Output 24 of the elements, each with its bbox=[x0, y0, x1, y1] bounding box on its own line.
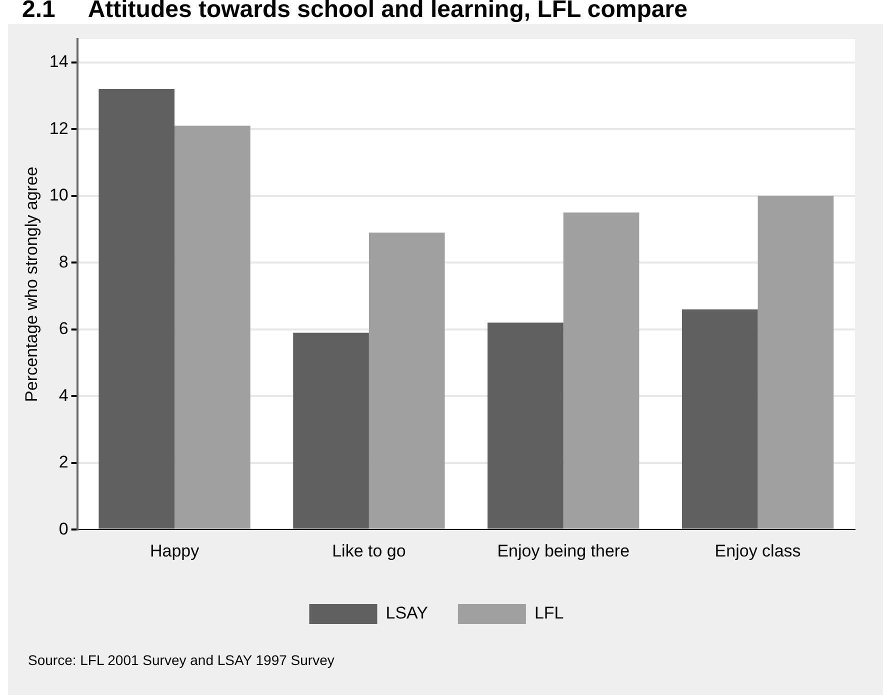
y-tick-label: 4 bbox=[58, 386, 68, 405]
x-tick-label: Like to go bbox=[332, 541, 406, 560]
legend-label: LSAY bbox=[386, 604, 428, 623]
bar bbox=[368, 232, 445, 529]
legend-label: LFL bbox=[534, 604, 564, 623]
y-tick-label: 14 bbox=[49, 52, 68, 72]
bar bbox=[758, 196, 834, 529]
y-tick-label: 6 bbox=[58, 319, 68, 338]
y-tick-label: 0 bbox=[58, 519, 68, 538]
bar bbox=[563, 212, 640, 529]
bar bbox=[682, 309, 758, 529]
bar bbox=[293, 332, 369, 529]
x-tick-label: Enjoy class bbox=[714, 541, 801, 560]
y-axis-title: Percentage who strongly agree bbox=[22, 166, 41, 402]
y-tick-label: 8 bbox=[58, 252, 68, 272]
x-tick-label: Happy bbox=[150, 541, 200, 560]
y-tick-label: 12 bbox=[49, 118, 68, 138]
bar bbox=[98, 89, 175, 529]
source-note: Source: LFL 2001 Survey and LSAY 1997 Survey bbox=[28, 652, 334, 668]
y-tick-label: 10 bbox=[49, 186, 68, 205]
x-tick-label: Enjoy being there bbox=[497, 541, 630, 560]
bar bbox=[174, 126, 250, 529]
y-tick-label: 2 bbox=[58, 452, 68, 472]
bar bbox=[488, 322, 564, 529]
